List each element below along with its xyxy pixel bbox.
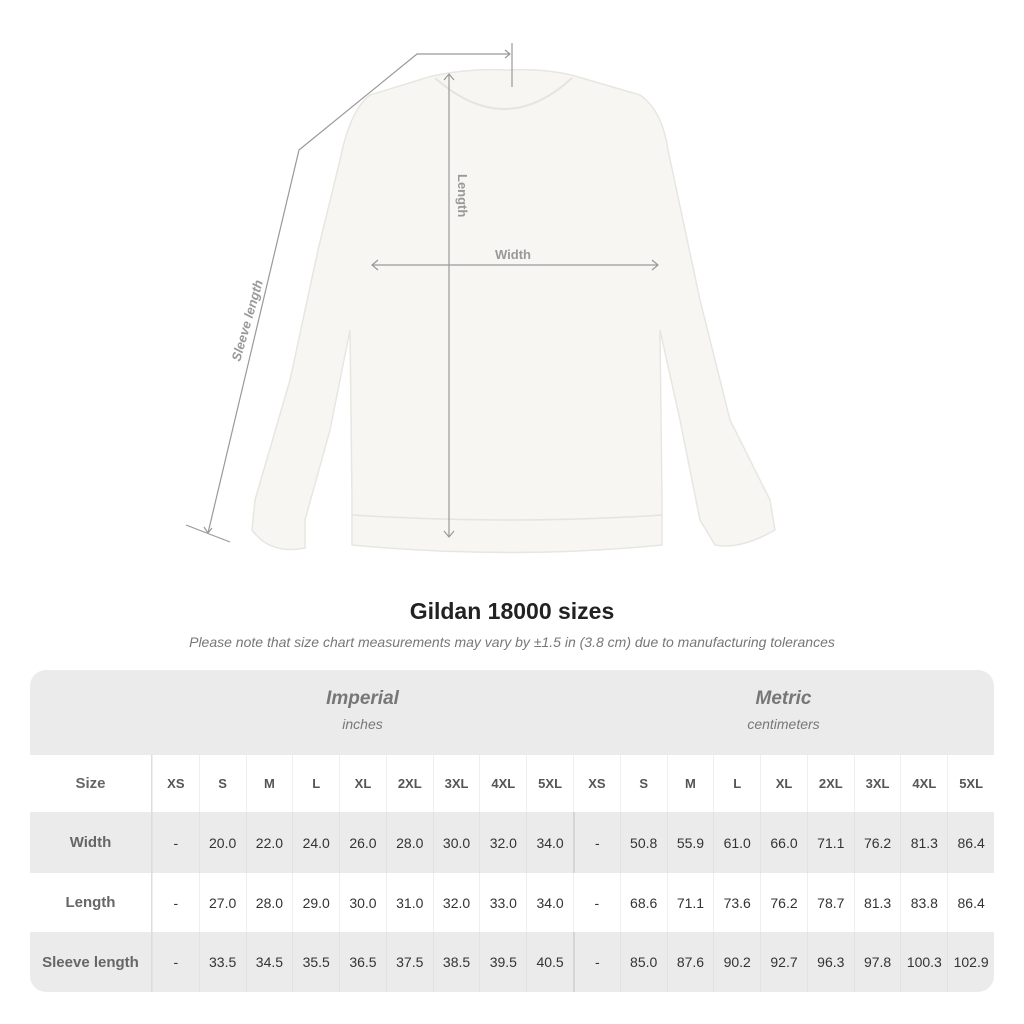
tolerance-note: Please note that size chart measurements… (189, 634, 835, 650)
metric-cell: 78.7 (806, 873, 854, 932)
metric-cell: 102.9 (947, 932, 994, 992)
imperial-cell: 30.0 (432, 812, 480, 873)
row-label: Sleeve length (30, 932, 152, 992)
imperial-cell: - (151, 812, 199, 873)
metric-cell: - (572, 873, 620, 932)
imperial-cell: 40.5 (526, 932, 573, 992)
size-imperial-header: XS (151, 755, 199, 812)
metric-cell: 86.4 (947, 873, 994, 932)
imperial-cell: 24.0 (292, 812, 339, 873)
imperial-cell: 32.0 (432, 873, 480, 932)
metric-cell: 86.4 (947, 812, 994, 873)
imperial-cell: 27.0 (198, 873, 246, 932)
metric-cell: 71.1 (806, 812, 854, 873)
size-metric-header: L (713, 755, 760, 812)
size-table: Imperial inches Metric centimeters Size X… (30, 670, 994, 992)
imperial-cell: 35.5 (292, 932, 339, 992)
length-label: Length (455, 174, 470, 217)
imperial-cell: 36.5 (339, 932, 386, 992)
metric-cell: 85.0 (619, 932, 667, 992)
size-imperial-header: 3XL (432, 755, 480, 812)
row-label: Width (30, 812, 152, 873)
imperial-cell: 38.5 (432, 932, 480, 992)
metric-cell: 90.2 (713, 932, 760, 992)
width-label: Width (495, 247, 531, 262)
metric-cell: 81.3 (900, 812, 947, 873)
imperial-title: Imperial (326, 688, 399, 709)
row-label: Size (30, 755, 152, 812)
size-imperial-header: L (292, 755, 339, 812)
size-metric-header: M (666, 755, 714, 812)
imperial-cell: 37.5 (385, 932, 433, 992)
chart-title: Gildan 18000 sizes (409, 598, 615, 624)
metric-cell: 87.6 (666, 932, 714, 992)
metric-header: Metric centimeters (573, 670, 994, 755)
imperial-cell: - (151, 932, 199, 992)
row-label: Length (30, 873, 152, 932)
table-row: Sleeve length -33.5 34.5 35.5 36.5 37.5 38.5 39… (30, 932, 994, 992)
imperial-cell: 34.0 (526, 812, 573, 873)
imperial-cell: 34.5 (245, 932, 293, 992)
imperial-cell: 29.0 (292, 873, 339, 932)
metric-cell: 50.8 (619, 812, 667, 873)
size-imperial-header: M (245, 755, 293, 812)
imperial-cell: 30.0 (339, 873, 386, 932)
metric-cell: 97.8 (853, 932, 901, 992)
measurement-lines (185, 43, 659, 543)
imperial-cell: 28.0 (245, 873, 293, 932)
metric-cell: 92.7 (760, 932, 807, 992)
size-metric-header: 4XL (900, 755, 947, 812)
metric-title: Metric (755, 688, 812, 709)
imperial-cell: 28.0 (385, 812, 433, 873)
size-metric-header: XL (760, 755, 807, 812)
metric-cell: 83.8 (900, 873, 947, 932)
sweatshirt-image (251, 68, 776, 554)
metric-cell: 76.2 (853, 812, 901, 873)
size-imperial-header: 4XL (479, 755, 526, 812)
imperial-cell: 33.5 (198, 932, 246, 992)
table-row: Length -27.0 28.0 29.0 30.0 31.0 32.0 33.0 34.0-… (30, 873, 994, 932)
imperial-cell: 22.0 (245, 812, 293, 873)
size-metric-header: XS (572, 755, 620, 812)
metric-cell: 68.6 (619, 873, 667, 932)
size-header-row: Size XS S M L XL 2XL 3XL 4XL 5XL XS S M L XL 2XL 3XL 4XL 5… (30, 755, 994, 812)
imperial-cell: - (151, 873, 199, 932)
imperial-cell: 33.0 (479, 873, 526, 932)
metric-cell: - (572, 932, 620, 992)
metric-cell: 76.2 (760, 873, 807, 932)
imperial-cell: 39.5 (479, 932, 526, 992)
metric-cell: 100.3 (900, 932, 947, 992)
sleeve-length-label: Sleeve length (228, 278, 266, 363)
metric-cell: 73.6 (713, 873, 760, 932)
imperial-cell: 26.0 (339, 812, 386, 873)
size-imperial-header: S (198, 755, 246, 812)
metric-cell: 96.3 (806, 932, 854, 992)
imperial-unit: inches (342, 716, 383, 732)
size-metric-header: S (619, 755, 667, 812)
metric-cell: 81.3 (853, 873, 901, 932)
size-metric-header: 3XL (853, 755, 901, 812)
metric-cell: - (572, 812, 620, 873)
sweatshirt-diagram: Length Width Sleeve length (185, 43, 776, 554)
imperial-header: Imperial inches (152, 670, 573, 755)
metric-cell: 61.0 (713, 812, 760, 873)
size-imperial-header: 2XL (385, 755, 433, 812)
metric-cell: 71.1 (666, 873, 714, 932)
metric-cell: 55.9 (666, 812, 714, 873)
size-imperial-header: 5XL (526, 755, 573, 812)
imperial-cell: 32.0 (479, 812, 526, 873)
metric-cell: 66.0 (760, 812, 807, 873)
imperial-cell: 20.0 (198, 812, 246, 873)
table-row: Width -20.0 22.0 24.0 26.0 28.0 30.0 32.0 34.0-5… (30, 812, 994, 873)
metric-unit: centimeters (747, 716, 820, 732)
imperial-cell: 34.0 (526, 873, 573, 932)
size-metric-header: 5XL (947, 755, 994, 812)
size-metric-header: 2XL (806, 755, 854, 812)
size-imperial-header: XL (339, 755, 386, 812)
imperial-cell: 31.0 (385, 873, 433, 932)
